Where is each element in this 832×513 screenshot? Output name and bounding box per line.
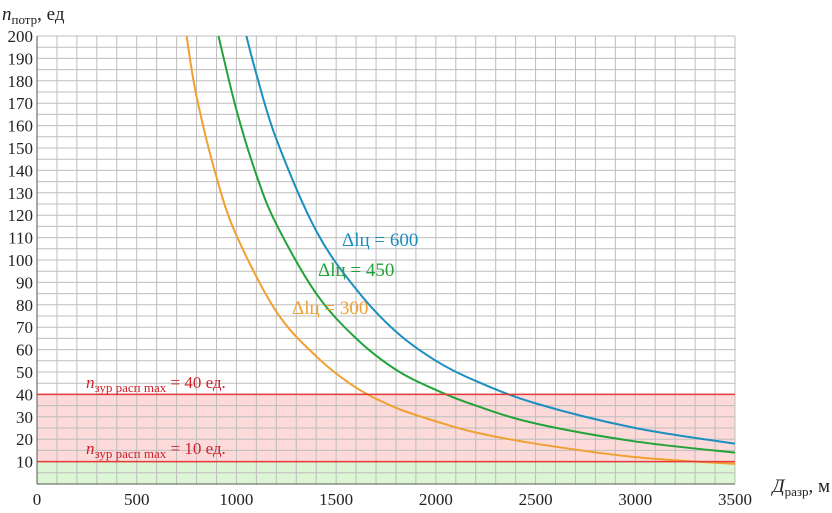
series-line-0 [185, 36, 735, 465]
x-tick-label: 3000 [618, 490, 652, 509]
y-tick-label: 40 [16, 385, 33, 404]
curves [185, 36, 735, 465]
series-label-1: Δlц = 450 [318, 260, 394, 281]
y-tick-label: 170 [8, 94, 34, 113]
y-tick-label: 80 [16, 296, 33, 315]
threshold-label-1: nзур расп max = 10 ед. [86, 439, 226, 461]
x-tick-label: 3500 [718, 490, 752, 509]
y-tick-label: 50 [16, 363, 33, 382]
y-tick-label: 150 [8, 139, 34, 158]
y-axis-label: nпотр, ед [2, 4, 65, 27]
y-tick-label: 30 [16, 408, 33, 427]
x-tick-label: 0 [33, 490, 42, 509]
y-tick-label: 190 [8, 49, 34, 68]
series-label-2: Δlц = 600 [342, 230, 418, 251]
y-tick-label: 20 [16, 430, 33, 449]
x-axis-label: Дразр, м [770, 476, 830, 499]
x-tick-label: 1000 [219, 490, 253, 509]
y-tick-label: 100 [8, 251, 34, 270]
series-line-2 [245, 36, 735, 445]
y-tick-label: 130 [8, 184, 34, 203]
y-tick-labels: 10 20 30 40 50 60 70 80 90 100 110 120 130 140 150 160 1… [8, 27, 34, 472]
y-tick-label: 10 [16, 453, 33, 472]
x-tick-label: 500 [124, 490, 150, 509]
threshold-lines [37, 393, 735, 463]
grid [36, 35, 736, 485]
x-tick-label: 2000 [419, 490, 453, 509]
x-tick-label: 1500 [319, 490, 353, 509]
y-tick-label: 110 [8, 229, 33, 248]
series-label-0: Δlц = 300 [292, 298, 368, 319]
y-tick-label: 120 [8, 206, 34, 225]
x-tick-label: 2500 [519, 490, 553, 509]
y-tick-label: 90 [16, 273, 33, 292]
y-tick-label: 140 [8, 161, 34, 180]
x-tick-labels: 0 500 1000 1500 2000 2500 3000 3500 [33, 490, 752, 509]
y-tick-label: 60 [16, 341, 33, 360]
chart-labels: nпотр, ед Дразр, м nзур расп max = 40 ед. n… [2, 4, 830, 499]
y-tick-label: 70 [16, 318, 33, 337]
threshold-label-0: nзур расп max = 40 ед. [86, 373, 226, 395]
y-tick-label: 180 [8, 72, 34, 91]
y-tick-label: 160 [8, 117, 34, 136]
series-line-1 [217, 36, 735, 454]
y-tick-label: 200 [8, 27, 34, 46]
